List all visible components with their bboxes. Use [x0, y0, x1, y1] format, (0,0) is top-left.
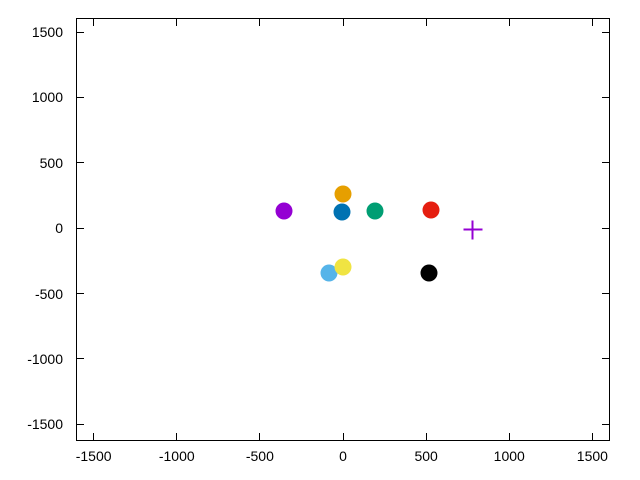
x-tick-top	[176, 19, 178, 26]
plot-area	[76, 18, 610, 441]
center-cross-marker	[463, 220, 483, 239]
data-point	[333, 203, 351, 221]
y-tick-left	[77, 227, 84, 229]
y-tick-left	[77, 31, 84, 33]
y-tick-label: -500	[34, 285, 63, 302]
data-point	[334, 185, 352, 203]
x-tick-bottom	[425, 433, 427, 440]
x-tick-top	[342, 19, 344, 26]
data-point	[366, 202, 384, 220]
data-point	[334, 258, 352, 276]
y-tick-right	[602, 31, 609, 33]
y-tick-left	[77, 293, 84, 295]
x-tick-label: 0	[339, 448, 347, 464]
x-tick-top	[508, 19, 510, 26]
y-tick-label: -1000	[27, 350, 63, 367]
y-tick-label: 500	[39, 154, 63, 171]
y-tick-left	[77, 358, 84, 360]
y-tick-right	[602, 423, 609, 425]
x-tick-label: -500	[245, 448, 274, 464]
data-point	[420, 264, 438, 282]
x-tick-bottom	[259, 433, 261, 440]
y-tick-label: 0	[55, 220, 63, 237]
x-tick-label: 1000	[493, 448, 525, 464]
data-point	[275, 202, 293, 220]
x-tick-label: -1500	[75, 448, 112, 464]
data-point	[320, 264, 338, 282]
y-tick-right	[602, 227, 609, 229]
x-tick-bottom	[591, 433, 593, 440]
y-tick-label: 1500	[31, 24, 63, 41]
x-tick-top	[425, 19, 427, 26]
x-tick-label: 500	[414, 448, 438, 464]
x-tick-top	[259, 19, 261, 26]
data-point	[422, 201, 440, 219]
x-tick-bottom	[508, 433, 510, 440]
y-tick-label: -1500	[27, 416, 63, 433]
y-tick-left	[77, 162, 84, 164]
x-tick-label: 1500	[576, 448, 608, 464]
y-tick-right	[602, 162, 609, 164]
x-tick-top	[93, 19, 95, 26]
x-tick-label: -1000	[158, 448, 195, 464]
y-tick-right	[602, 358, 609, 360]
x-tick-bottom	[93, 433, 95, 440]
y-tick-right	[602, 293, 609, 295]
y-tick-left	[77, 423, 84, 425]
x-tick-top	[591, 19, 593, 26]
y-tick-label: 1000	[31, 89, 63, 106]
y-tick-left	[77, 96, 84, 98]
cross-v-bar	[471, 220, 474, 239]
y-tick-right	[602, 96, 609, 98]
x-tick-bottom	[176, 433, 178, 440]
x-tick-bottom	[342, 433, 344, 440]
